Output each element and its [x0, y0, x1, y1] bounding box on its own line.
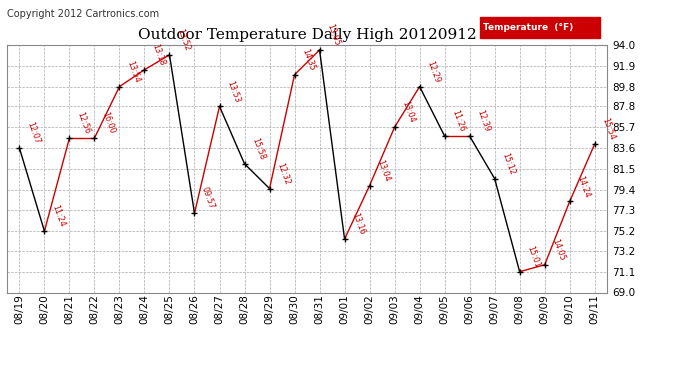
Text: 12:39: 12:39	[475, 109, 491, 133]
Text: 13:16: 13:16	[350, 212, 366, 236]
Text: 11:24: 11:24	[50, 204, 66, 228]
Text: 15:01: 15:01	[525, 244, 542, 269]
Text: 11:26: 11:26	[450, 109, 466, 133]
Text: 13:52: 13:52	[175, 27, 191, 52]
Text: 15:54: 15:54	[600, 117, 617, 141]
Title: Outdoor Temperature Daily High 20120912: Outdoor Temperature Daily High 20120912	[138, 28, 476, 42]
Text: 13:54: 13:54	[125, 59, 141, 84]
Text: 16:00: 16:00	[100, 111, 116, 135]
Text: 15:58: 15:58	[250, 136, 266, 161]
Text: 14:35: 14:35	[300, 48, 316, 72]
Text: 12:07: 12:07	[25, 121, 41, 145]
Text: 13:53: 13:53	[225, 79, 241, 104]
Text: 12:56: 12:56	[75, 111, 91, 135]
Text: 13:05: 13:05	[325, 23, 342, 47]
Text: 15:12: 15:12	[500, 151, 517, 176]
Text: 13:04: 13:04	[400, 100, 416, 124]
Text: Temperature  (°F): Temperature (°F)	[483, 22, 573, 32]
Text: 09:57: 09:57	[200, 186, 217, 210]
Text: 14:24: 14:24	[575, 174, 591, 199]
Text: 14:05: 14:05	[550, 237, 566, 262]
Text: 12:32: 12:32	[275, 161, 291, 186]
Text: Copyright 2012 Cartronics.com: Copyright 2012 Cartronics.com	[7, 9, 159, 20]
Text: 13:18: 13:18	[150, 43, 166, 67]
Text: 12:29: 12:29	[425, 59, 442, 84]
Text: 13:04: 13:04	[375, 159, 391, 183]
